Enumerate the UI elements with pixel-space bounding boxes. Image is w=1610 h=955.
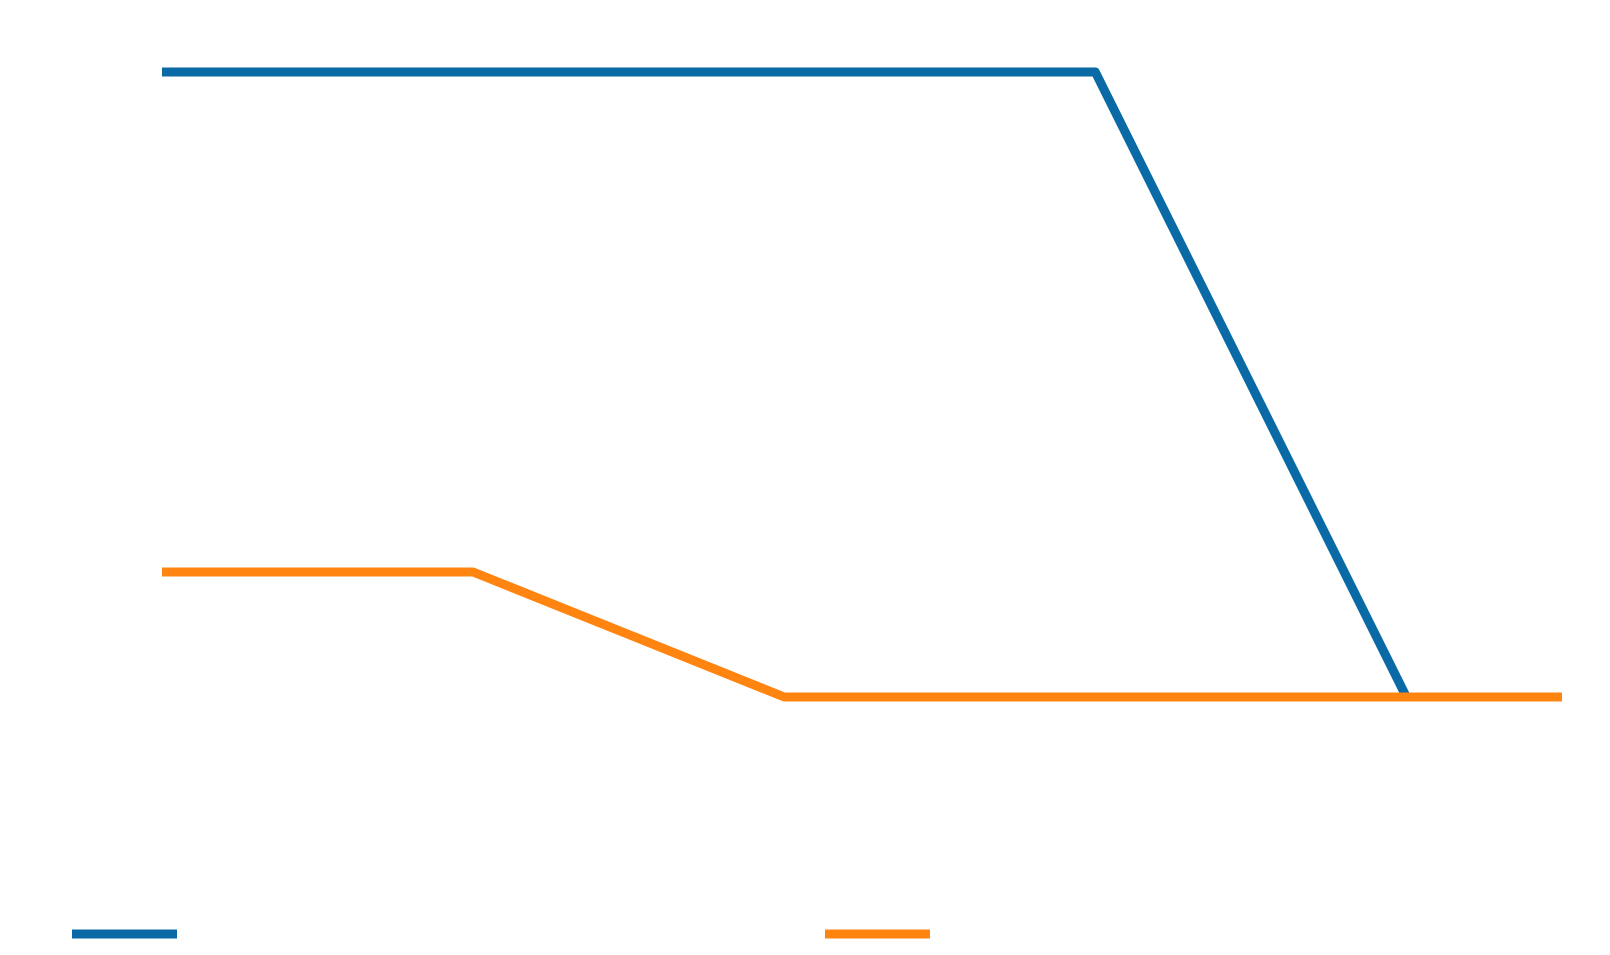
series-2-line [162,567,1562,702]
plot-area [162,67,1562,702]
series-1-line [162,67,1562,702]
